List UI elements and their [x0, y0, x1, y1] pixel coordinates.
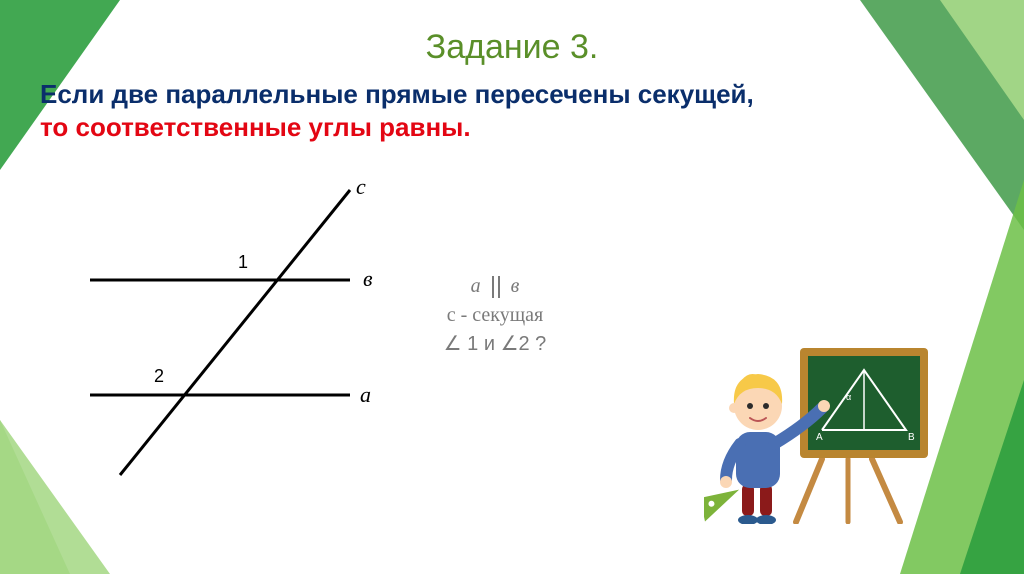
line-c	[120, 190, 350, 475]
notes-secant-row: c - секущая	[420, 301, 570, 330]
parallel-icon	[490, 274, 502, 300]
notes-angles-row: ∠ 1 и ∠2 ?	[420, 330, 570, 359]
svg-text:B: B	[908, 432, 915, 443]
statement-line-2: то соответственные углы равны.	[40, 111, 754, 144]
task-title: Задание 3.	[0, 28, 1024, 67]
svg-text:A: A	[816, 432, 823, 443]
statement-line-1: Если две параллельные прямые пересечены …	[40, 78, 754, 111]
figure-svg	[60, 180, 420, 500]
label-b: в	[363, 266, 373, 292]
angle-1-label: 1	[238, 252, 248, 273]
notes-parallel-row: a в	[420, 272, 570, 301]
student-illustration: A B α	[704, 344, 934, 524]
label-c: с	[356, 174, 366, 200]
figure-notes: a в c - секущая ∠ 1 и ∠2 ?	[420, 272, 570, 359]
theorem-statement: Если две параллельные прямые пересечены …	[40, 78, 754, 143]
angle-2-label: 2	[154, 366, 164, 387]
svg-text:α: α	[846, 392, 851, 402]
label-a: a	[360, 382, 371, 408]
geometry-figure: с в a 1 2	[60, 180, 420, 500]
